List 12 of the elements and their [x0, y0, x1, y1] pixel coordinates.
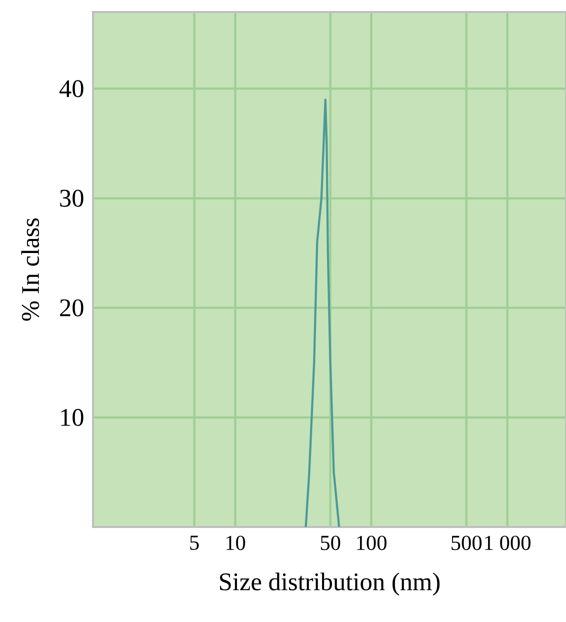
x-tick-label: 5 [190, 536, 199, 550]
x-tick-label: 10 [226, 536, 246, 550]
y-tick-label: 30 [60, 190, 84, 207]
x-axis-title: Size distribution (nm) [220, 572, 440, 596]
x-tick-label: 1 000 [485, 536, 530, 550]
x-tick-label: 50 [320, 536, 340, 550]
y-axis-title: % In class [21, 218, 40, 321]
x-tick-label: 100 [357, 536, 386, 550]
y-tick-label: 40 [59, 80, 84, 98]
x-tick-label: 500 [452, 536, 482, 550]
y-tick-label: 20 [60, 299, 84, 316]
y-tick-label: 10 [61, 408, 84, 426]
